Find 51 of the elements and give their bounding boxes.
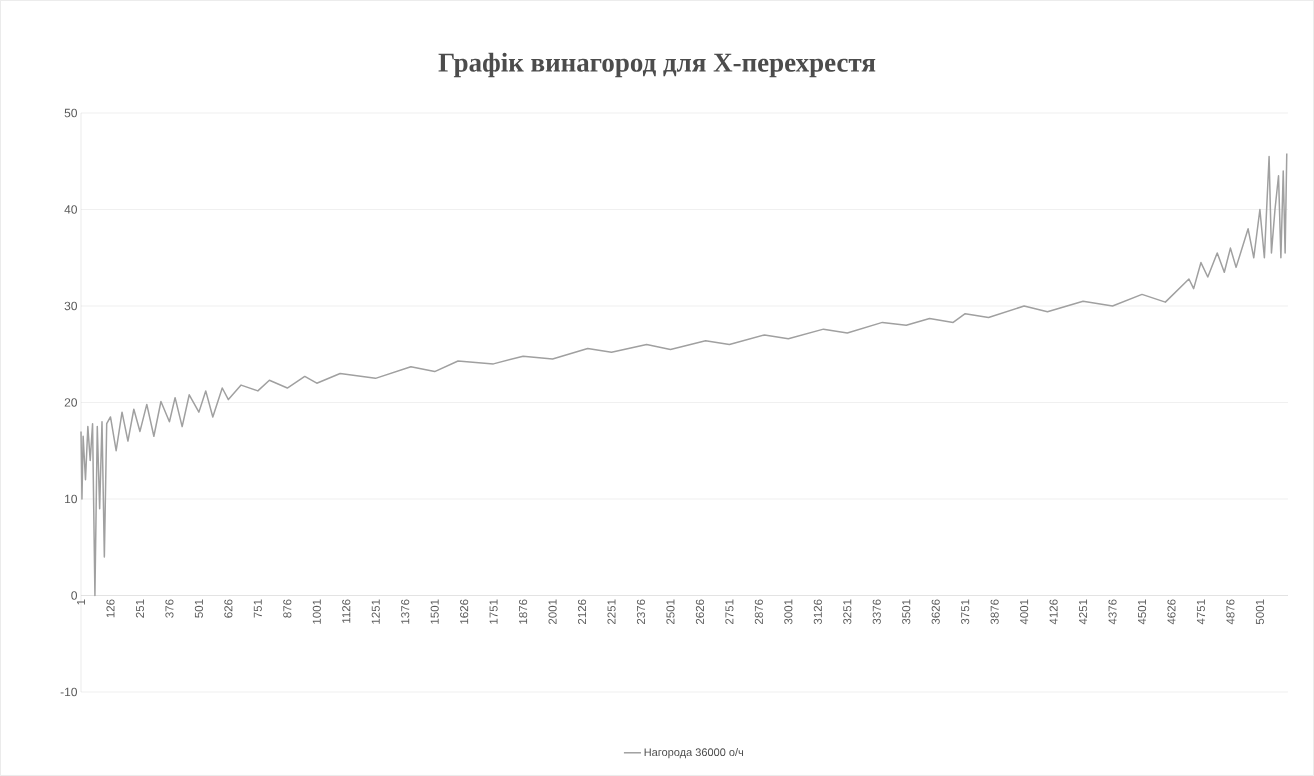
- x-tick-label: 4876: [1226, 599, 1235, 625]
- x-tick-label: 4751: [1196, 599, 1205, 625]
- x-tick-label: 1126: [342, 599, 351, 623]
- x-tick-label: 4376: [1108, 599, 1117, 625]
- x-tick-label: 751: [253, 599, 262, 618]
- x-tick-label: 2001: [548, 599, 557, 625]
- y-tick-label: 10: [65, 494, 78, 504]
- x-tick-label: 4126: [1049, 599, 1058, 625]
- x-tick-label: 5001: [1255, 599, 1264, 625]
- y-tick-label: 20: [64, 398, 78, 407]
- x-tick-label: 3126: [813, 599, 822, 625]
- line-series: [80, 152, 1288, 597]
- x-tick-label: 876: [283, 599, 292, 618]
- x-tick-label: 4626: [1167, 599, 1176, 625]
- y-tick-label: -10: [60, 687, 78, 697]
- x-tick-label: 251: [135, 599, 145, 618]
- x-tick-label: 2126: [577, 599, 587, 625]
- y-tick-label: 40: [64, 205, 78, 214]
- x-tick-label: 4001: [1020, 599, 1029, 625]
- x-tick-label: 3376: [872, 599, 881, 625]
- x-tick-label: 3751: [961, 599, 970, 625]
- x-tick-label: 2626: [695, 599, 704, 625]
- x-tick-label: 1001: [312, 599, 321, 624]
- x-tick-label: 2251: [607, 599, 616, 625]
- x-tick-label: 4251: [1078, 599, 1088, 625]
- x-tick-label: 4501: [1137, 599, 1147, 625]
- y-tick-label: 0: [71, 591, 78, 600]
- x-tick-label: 2376: [636, 599, 646, 625]
- x-tick-label: 3001: [784, 599, 793, 625]
- x-tick-label: 501: [194, 599, 203, 618]
- legend-label: Нагорода 36000 о/ч: [644, 748, 744, 759]
- x-tick-label: 1876: [519, 599, 528, 624]
- x-tick-label: 3251: [843, 599, 852, 625]
- x-tick-label: 1751: [489, 599, 498, 624]
- x-tick-label: 376: [165, 599, 174, 618]
- x-tick-label: 1251: [371, 599, 380, 624]
- y-tick-label: 30: [64, 301, 78, 311]
- x-tick-label: 1501: [430, 599, 439, 624]
- chart-title: Графік винагород для Х-перехрестя: [438, 52, 876, 78]
- y-tick-label: 50: [64, 108, 78, 118]
- x-tick-label: 1376: [401, 599, 410, 624]
- x-tick-label: 626: [224, 599, 233, 618]
- x-tick-label: 3501: [902, 599, 911, 625]
- x-tick-label: 3626: [931, 599, 940, 625]
- x-tick-label: 2501: [666, 599, 675, 625]
- x-tick-label: 126: [106, 599, 115, 618]
- x-tick-label: 1: [77, 599, 85, 605]
- x-tick-label: 3876: [990, 599, 999, 625]
- x-tick-label: 2876: [754, 599, 763, 625]
- x-tick-label: 1626: [460, 599, 469, 624]
- x-tick-label: 2751: [725, 599, 734, 625]
